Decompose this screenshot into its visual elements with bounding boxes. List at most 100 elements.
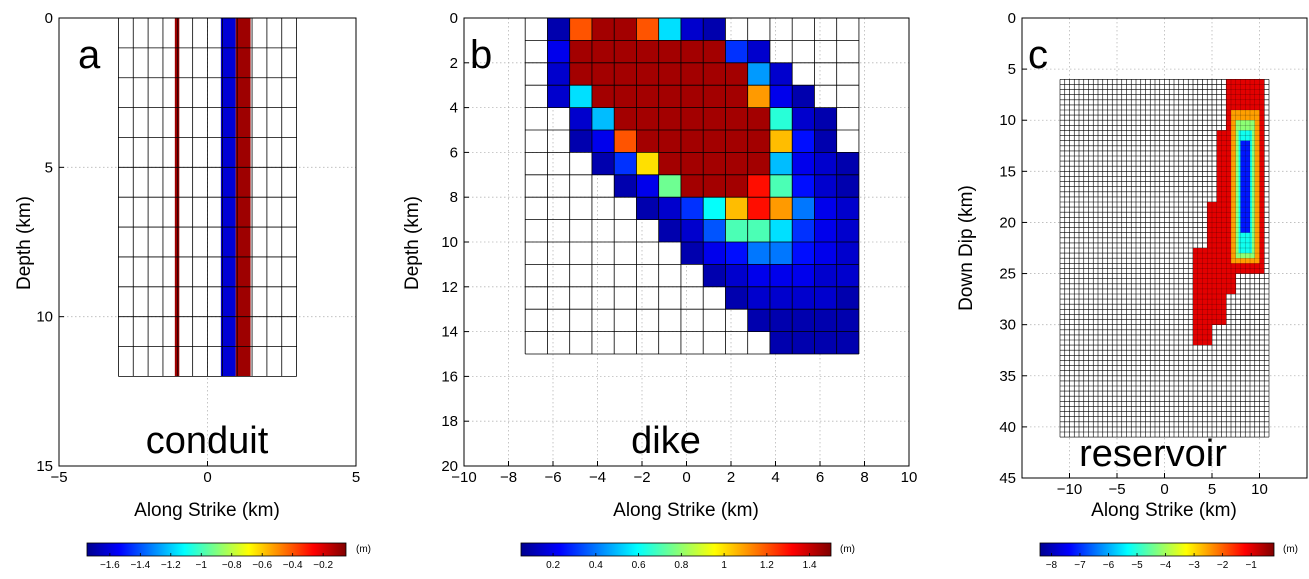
y-tick-label: 20	[999, 214, 1016, 231]
panel-a-annotation: conduit	[146, 420, 269, 462]
x-tick-label: −5	[50, 469, 67, 486]
slip-cell	[636, 40, 659, 63]
slip-cell	[747, 197, 770, 220]
y-tick-label: 35	[999, 368, 1016, 385]
colorbar-tick-label: −1.6	[100, 560, 120, 571]
slip-cell	[591, 107, 615, 130]
slip-cell	[836, 174, 859, 198]
panel-b-xlabel: Along Strike (km)	[613, 500, 759, 521]
x-tick-label: 8	[860, 469, 868, 486]
panel-b-yticks: 0 2 4 6 8 10 12 14 16 18 20	[441, 10, 469, 475]
slip-cell	[636, 152, 659, 175]
slip-cell	[636, 62, 659, 86]
slip-cell	[769, 331, 793, 354]
x-tick-label: 4	[771, 469, 779, 486]
slip-cell	[680, 85, 704, 108]
y-tick-label: 30	[999, 317, 1016, 334]
slip-cell	[636, 130, 659, 153]
slip-cell	[836, 286, 859, 310]
slip-cell	[569, 85, 592, 108]
slip-cell	[769, 152, 793, 175]
slip-cell	[591, 152, 615, 175]
panel-a-colorbar-unit: (m)	[356, 544, 371, 555]
panel-a-colorbar	[86, 542, 347, 557]
slip-cell	[591, 62, 615, 86]
panel-a-mesh	[118, 17, 298, 377]
panel-b-letter: b	[470, 33, 492, 77]
slip-cell	[725, 264, 748, 287]
colorbar-tick-label: −0.6	[252, 560, 272, 571]
colorbar-tick-label: −1.4	[130, 560, 150, 571]
colorbar-tick-label: 1	[721, 560, 727, 571]
slip-cell	[769, 85, 793, 108]
slip-cell	[614, 130, 637, 153]
slip-cell	[636, 85, 659, 108]
slip-cell	[703, 219, 726, 242]
slip-cell	[569, 40, 592, 63]
slip-cell	[636, 197, 659, 220]
panel-b-ylabel: Depth (km)	[402, 196, 423, 290]
slip-cell	[614, 174, 637, 198]
slip-cell	[792, 85, 815, 108]
slip-cell	[747, 286, 770, 310]
slip-cell	[658, 197, 681, 220]
slip-cell	[591, 40, 615, 63]
slip-cell	[836, 197, 859, 220]
slip-cell	[658, 130, 681, 153]
y-tick-label: 14	[441, 324, 458, 341]
y-tick-label: 5	[45, 159, 53, 176]
colorbar-tick-label: −1	[196, 560, 208, 571]
y-tick-label: 0	[450, 10, 458, 27]
slip-cell	[725, 85, 748, 108]
slip-cell	[703, 264, 726, 287]
colorbar-tick-label: −0.4	[283, 560, 303, 571]
panel-c-colorbar	[1039, 542, 1275, 557]
x-tick-label: −10	[451, 469, 476, 486]
slip-cell	[658, 85, 681, 108]
slip-cell	[814, 152, 837, 175]
slip-cell	[636, 174, 659, 198]
panel-c-letter: c	[1028, 33, 1048, 77]
slip-cell	[636, 18, 659, 41]
x-tick-label: 6	[816, 469, 824, 486]
panel-c-xlabel: Along Strike (km)	[1091, 500, 1237, 521]
panel-a-colorbar-ticks: −1.6 −1.4 −1.2 −1 −0.8 −0.6 −0.4 −0.2	[100, 553, 333, 571]
slip-cell	[792, 107, 815, 130]
slip-cell	[703, 40, 726, 63]
x-tick-label: −10	[1057, 481, 1082, 498]
slip-cell	[747, 219, 770, 242]
slip-cell	[680, 242, 704, 265]
x-tick-label: −4	[589, 469, 606, 486]
slip-cell	[725, 40, 748, 63]
slip-cell	[680, 197, 704, 220]
slip-cell	[814, 130, 837, 153]
x-tick-label: 0	[682, 469, 690, 486]
colorbar-tick-label: −5	[1131, 560, 1143, 571]
colorbar-tick-label: 0.2	[546, 560, 560, 571]
x-tick-label: 5	[1208, 481, 1216, 498]
slip-cell	[725, 107, 748, 130]
slip-cell	[569, 107, 592, 130]
panel-c-colorbar-ticks: −8 −7 −6 −5 −4 −3 −2 −1	[1046, 553, 1257, 571]
colorbar-tick-label: −1.2	[161, 560, 181, 571]
slip-cell	[658, 219, 681, 242]
slip-cell	[569, 130, 592, 153]
slip-cell	[725, 286, 748, 310]
colorbar-tick-label: −0.2	[313, 560, 333, 571]
slip-cell	[836, 219, 859, 242]
slip-cell	[680, 107, 704, 130]
slip-cell	[792, 242, 815, 265]
slip-cell	[725, 152, 748, 175]
slip-cell	[614, 85, 637, 108]
slip-cell	[747, 85, 770, 108]
slip-cell	[747, 152, 770, 175]
slip-cell	[769, 130, 793, 153]
slip-cell	[703, 107, 726, 130]
x-tick-label: −6	[544, 469, 561, 486]
slip-cell	[725, 130, 748, 153]
colorbar-tick-label: −3	[1188, 560, 1200, 571]
slip-cell	[703, 85, 726, 108]
y-tick-label: 6	[450, 144, 458, 161]
slip-cell	[814, 219, 837, 242]
slip-patch	[1240, 140, 1250, 233]
